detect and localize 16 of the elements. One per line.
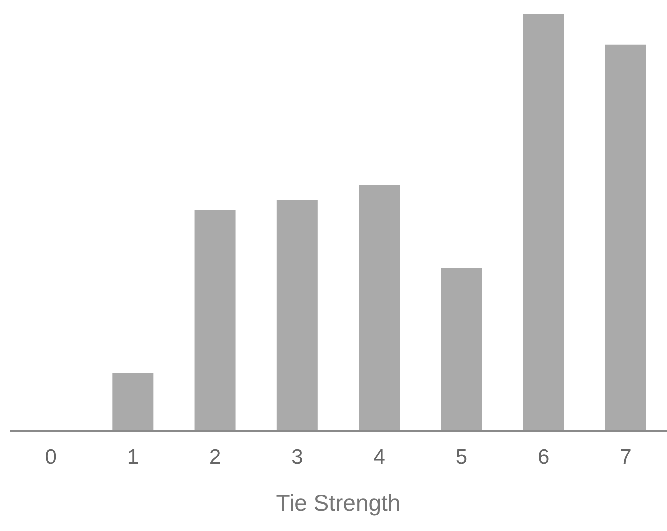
x-tick-label: 2	[209, 446, 222, 469]
bar	[276, 200, 318, 431]
x-tick-label: 3	[292, 446, 304, 469]
x-tick-label: 4	[374, 446, 386, 469]
x-tick-label: 6	[538, 446, 550, 469]
bar	[194, 210, 236, 431]
x-tick-label: 0	[45, 446, 57, 469]
x-tick-label: 1	[127, 446, 140, 469]
bar	[441, 268, 482, 431]
x-tick-label: 7	[620, 446, 632, 469]
bar	[523, 14, 564, 431]
x-tick-label: 5	[456, 446, 468, 469]
x-axis-title: Tie Strength	[276, 490, 401, 516]
bar	[359, 185, 400, 431]
bar	[112, 373, 154, 431]
bar	[605, 44, 646, 431]
